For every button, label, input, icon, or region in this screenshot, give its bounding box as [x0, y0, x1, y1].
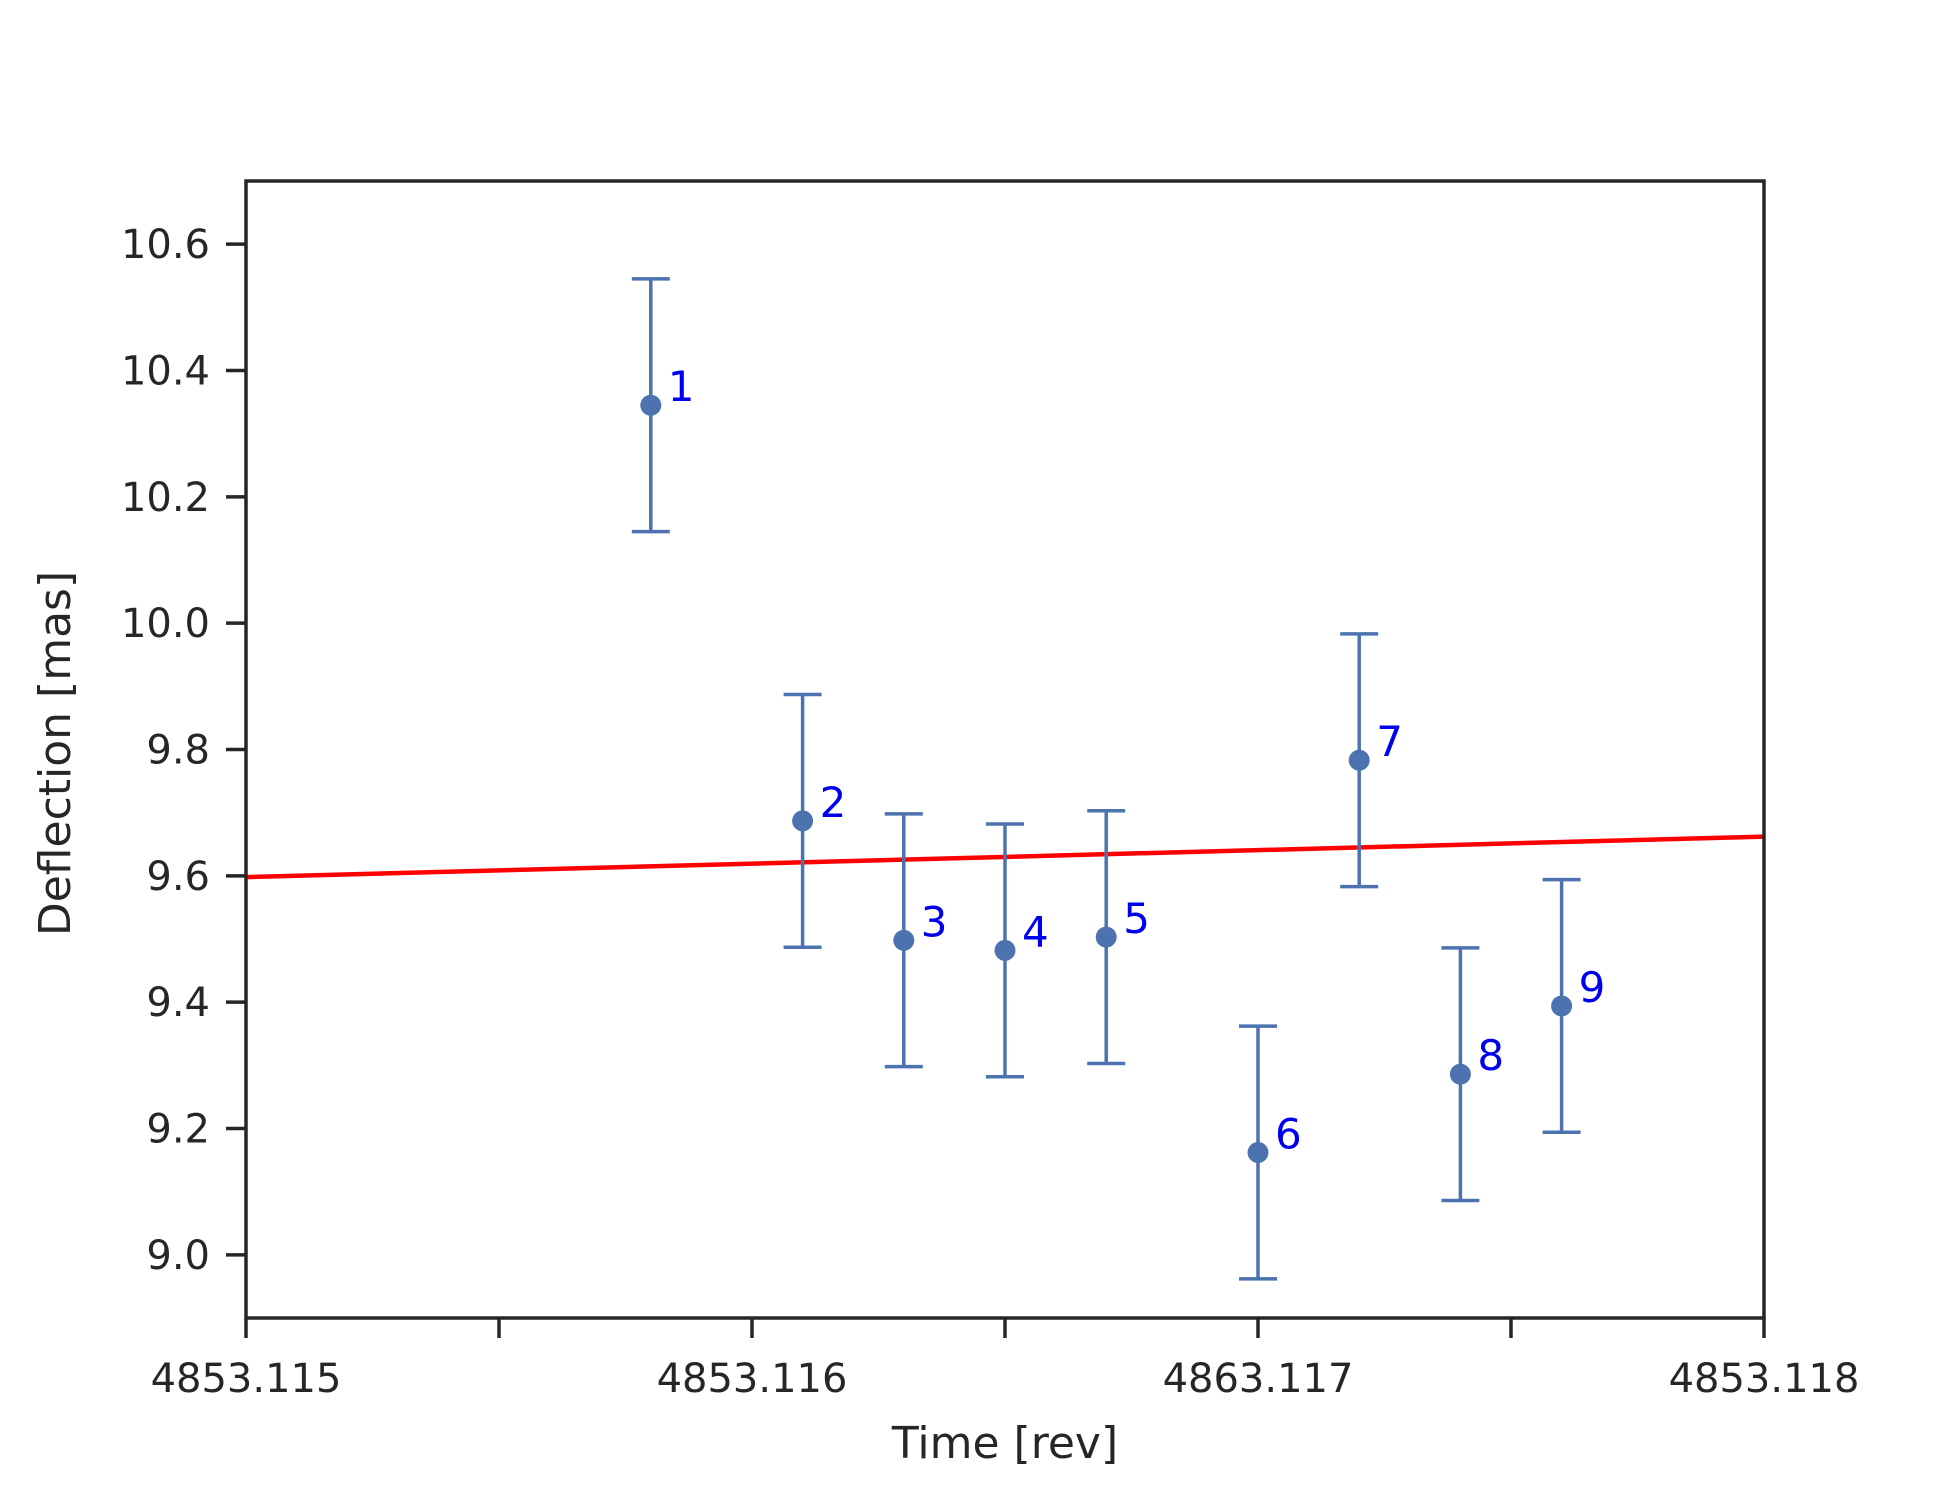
- data-point-7: 7: [1340, 632, 1403, 889]
- point-label: 4: [1022, 907, 1049, 956]
- point-label: 2: [820, 778, 847, 827]
- point-marker: [792, 810, 814, 832]
- point-label: 5: [1123, 894, 1150, 943]
- y-tick-label-5: 10.0: [121, 601, 210, 647]
- point-label: 8: [1477, 1031, 1504, 1080]
- x-tick-label-0: 4853.115: [151, 1356, 342, 1402]
- data-point-2: 2: [783, 692, 847, 949]
- point-label: 3: [921, 897, 948, 946]
- x-tick-label-4: 4863.117: [1163, 1356, 1354, 1402]
- data-point-4: 4: [986, 822, 1049, 1079]
- point-marker: [1095, 926, 1117, 948]
- plot-frame: [244, 179, 1766, 1320]
- y-tick-label-4: 9.8: [146, 728, 210, 774]
- y-tick-label-3: 9.6: [146, 854, 210, 900]
- point-marker: [1449, 1063, 1471, 1085]
- point-marker: [640, 394, 662, 416]
- data-point-3: 3: [884, 812, 948, 1069]
- data-point-5: 5: [1087, 809, 1150, 1066]
- data-point-6: 6: [1239, 1024, 1302, 1281]
- y-tick-label-1: 9.2: [146, 1107, 210, 1153]
- point-marker: [893, 929, 915, 951]
- point-label: 7: [1376, 717, 1403, 766]
- errorbar-layer: 1 2 3 4 5 6 7 8 9: [631, 277, 1606, 1281]
- point-label: 9: [1579, 963, 1606, 1012]
- y-tick-label-7: 10.4: [121, 349, 210, 395]
- y-tick-label-2: 9.4: [146, 980, 210, 1026]
- data-point-8: 8: [1441, 946, 1504, 1203]
- x-tick-label-2: 4853.116: [657, 1356, 848, 1402]
- y-axis-label: Deflection [mas]: [30, 571, 81, 936]
- point-marker: [1247, 1142, 1269, 1164]
- x-ticks: 4853.115 4853.116 4863.117 4853.118: [151, 1318, 1860, 1402]
- data-point-1: 1: [631, 277, 695, 534]
- point-marker: [994, 939, 1016, 961]
- point-marker: [1551, 995, 1573, 1017]
- y-ticks: 9.0 9.2 9.4 9.6 9.8 10.0 10.2 10.4 10.6: [121, 222, 246, 1279]
- x-axis-label: Time [rev]: [891, 1418, 1118, 1469]
- point-marker: [1348, 749, 1370, 771]
- y-tick-label-8: 10.6: [121, 222, 210, 268]
- data-point-9: 9: [1542, 877, 1606, 1135]
- y-tick-label-0: 9.0: [146, 1233, 210, 1279]
- point-label: 1: [668, 362, 695, 411]
- point-label: 6: [1275, 1110, 1302, 1159]
- axes: [244, 179, 1766, 1320]
- x-tick-label-6: 4853.118: [1669, 1356, 1860, 1402]
- y-tick-label-6: 10.2: [121, 475, 210, 521]
